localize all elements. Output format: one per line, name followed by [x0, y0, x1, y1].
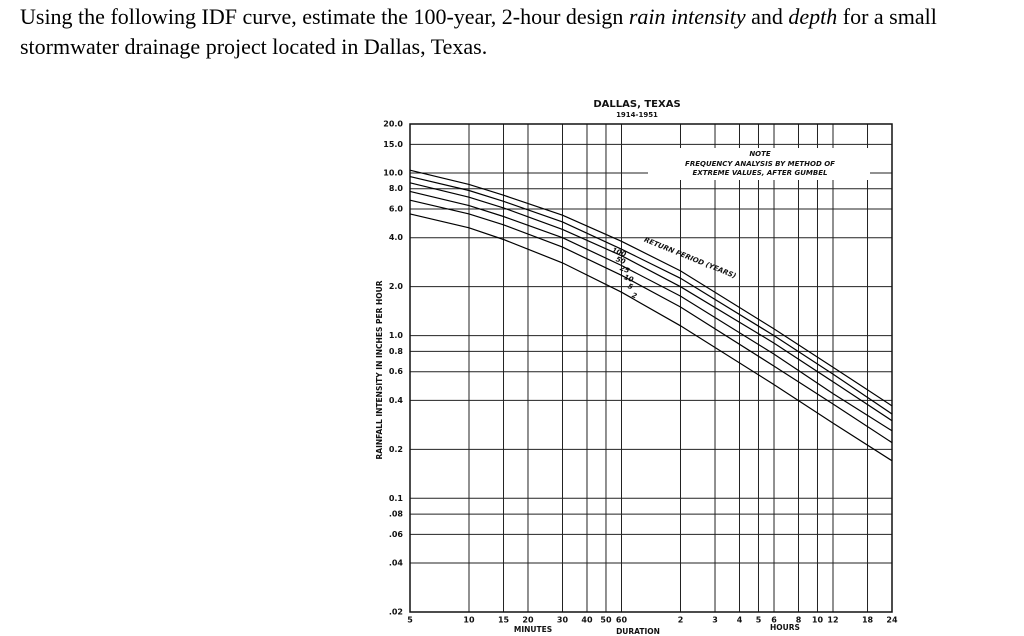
- x-tick-label: 10: [812, 616, 824, 625]
- y-tick-label: 15.0: [383, 140, 403, 149]
- x-tick-label: 3: [712, 616, 718, 625]
- x-tick-label: 20: [522, 616, 534, 625]
- curve: [409, 169, 893, 407]
- y-tick-label: .08: [389, 510, 404, 519]
- note-text: EXTREME VALUES, AFTER GUMBEL: [693, 169, 828, 177]
- x-unit-label: MINUTES: [514, 625, 552, 634]
- y-tick-label: 8.0: [389, 184, 404, 193]
- x-tick-label: 6: [771, 616, 777, 625]
- x-tick-label: 8: [796, 616, 802, 625]
- y-tick-label: 1.0: [389, 331, 404, 340]
- x-tick-label: 40: [581, 616, 593, 625]
- plot-frame: [409, 123, 893, 613]
- return-period-label: RETURN PERIOD (YEARS): [643, 236, 737, 280]
- curve: [409, 199, 893, 444]
- x-tick-label: 10: [463, 616, 475, 625]
- x-axis-label: DURATION: [616, 627, 660, 636]
- question-emphasis: rain intensity: [628, 4, 746, 29]
- curve: [409, 176, 893, 415]
- curve: [409, 190, 893, 432]
- curve: [409, 182, 893, 422]
- chart-title: DALLAS, TEXAS: [593, 99, 680, 110]
- x-tick-label: 15: [498, 616, 510, 625]
- y-tick-label: 4.0: [389, 233, 404, 242]
- x-tick-label: 5: [407, 616, 413, 625]
- x-tick-label: 18: [862, 616, 874, 625]
- x-tick-label: 2: [678, 616, 684, 625]
- question: Using the following IDF curve, estimate …: [20, 2, 1010, 62]
- y-tick-label: 10.0: [383, 168, 403, 177]
- note-box: [648, 148, 870, 180]
- series-label: 5: [627, 282, 634, 291]
- y-tick-label: .06: [389, 530, 404, 539]
- note-text: FREQUENCY ANALYSIS BY METHOD OF: [685, 160, 835, 168]
- x-tick-label: 5: [756, 616, 762, 625]
- x-tick-label: 30: [557, 616, 569, 625]
- y-tick-label: .04: [389, 559, 404, 568]
- x-tick-label: 4: [737, 616, 743, 625]
- x-tick-label: 60: [616, 616, 628, 625]
- x-tick-label: 24: [886, 616, 898, 625]
- y-tick-label: 2.0: [389, 282, 404, 291]
- question-text: for a small stormwater drainage project …: [20, 4, 937, 59]
- y-tick-label: 20.0: [383, 120, 403, 129]
- y-tick-label: 0.4: [389, 396, 404, 405]
- curve: [409, 213, 893, 462]
- y-tick-label: 0.8: [389, 347, 404, 356]
- y-tick-label: 0.1: [389, 494, 404, 503]
- x-tick-label: 50: [600, 616, 612, 625]
- series-label: 25: [619, 264, 631, 275]
- note-heading: NOTE: [749, 150, 771, 158]
- question-text: and: [745, 4, 789, 29]
- x-tick-label: 12: [827, 616, 838, 625]
- series-label: 2: [631, 291, 638, 300]
- question-emphasis: depth: [788, 4, 838, 29]
- x-unit-label: HOURS: [770, 623, 800, 632]
- y-tick-label: 0.2: [389, 445, 403, 454]
- y-tick-label: 0.6: [389, 367, 404, 376]
- y-axis-label: RAINFALL INTENSITY IN INCHES PER HOUR: [375, 280, 384, 459]
- series-label: 50: [615, 255, 627, 266]
- y-tick-label: 6.0: [389, 205, 404, 214]
- y-tick-label: .02: [389, 608, 403, 617]
- question-text: Using the following IDF curve, estimate …: [20, 4, 629, 29]
- chart-subtitle: 1914-1951: [616, 111, 658, 119]
